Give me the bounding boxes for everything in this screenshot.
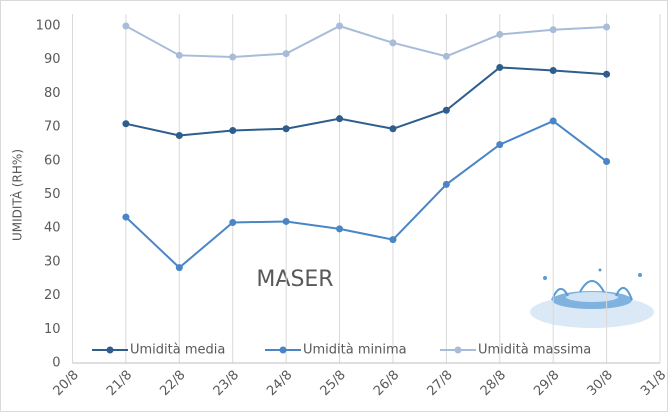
point — [389, 236, 397, 244]
legend-marker — [279, 346, 287, 354]
point — [603, 70, 611, 78]
y-tick-label: 100 — [36, 19, 61, 34]
point — [496, 141, 504, 149]
point — [229, 53, 237, 61]
point — [282, 125, 290, 133]
point — [336, 225, 344, 233]
y-tick-label: 50 — [44, 187, 61, 202]
y-axis-label: UMIDITÀ (RH%) — [10, 149, 25, 241]
legend-label: Umidità massima — [478, 343, 591, 358]
point — [389, 39, 397, 47]
point — [175, 51, 183, 59]
annotation: MASER — [256, 267, 333, 292]
point — [603, 157, 611, 165]
splash-image — [530, 268, 654, 328]
y-tick-label: 0 — [52, 356, 60, 371]
point — [336, 115, 344, 123]
point — [122, 22, 130, 30]
point — [282, 50, 290, 58]
y-tick-label: 20 — [44, 288, 61, 303]
legend-marker — [454, 346, 462, 354]
y-tick-label: 30 — [44, 254, 61, 269]
series-line — [125, 24, 607, 59]
y-tick-label: 70 — [44, 120, 61, 135]
point — [549, 66, 557, 74]
point — [442, 106, 450, 114]
point — [549, 117, 557, 125]
legend-label: Umidità media — [130, 343, 225, 358]
point — [496, 63, 504, 71]
y-tick-label: 40 — [44, 221, 61, 236]
series-line — [125, 66, 607, 137]
point — [175, 132, 183, 140]
y-tick-label: 80 — [44, 86, 61, 101]
y-tick-label: 90 — [44, 52, 61, 67]
point — [549, 26, 557, 34]
point — [175, 264, 183, 272]
point — [122, 120, 130, 128]
point — [229, 126, 237, 134]
point — [282, 217, 290, 225]
point — [442, 52, 450, 60]
legend-marker — [106, 346, 114, 354]
series-line — [125, 119, 608, 269]
point — [122, 213, 130, 221]
point — [336, 22, 344, 30]
legend-label: Umidità minima — [303, 343, 407, 358]
point — [442, 180, 450, 188]
y-tick-label: 60 — [44, 153, 61, 168]
y-tick-label: 10 — [44, 322, 61, 337]
point — [229, 218, 237, 226]
point — [496, 30, 504, 38]
point — [389, 125, 397, 133]
point — [603, 23, 611, 31]
